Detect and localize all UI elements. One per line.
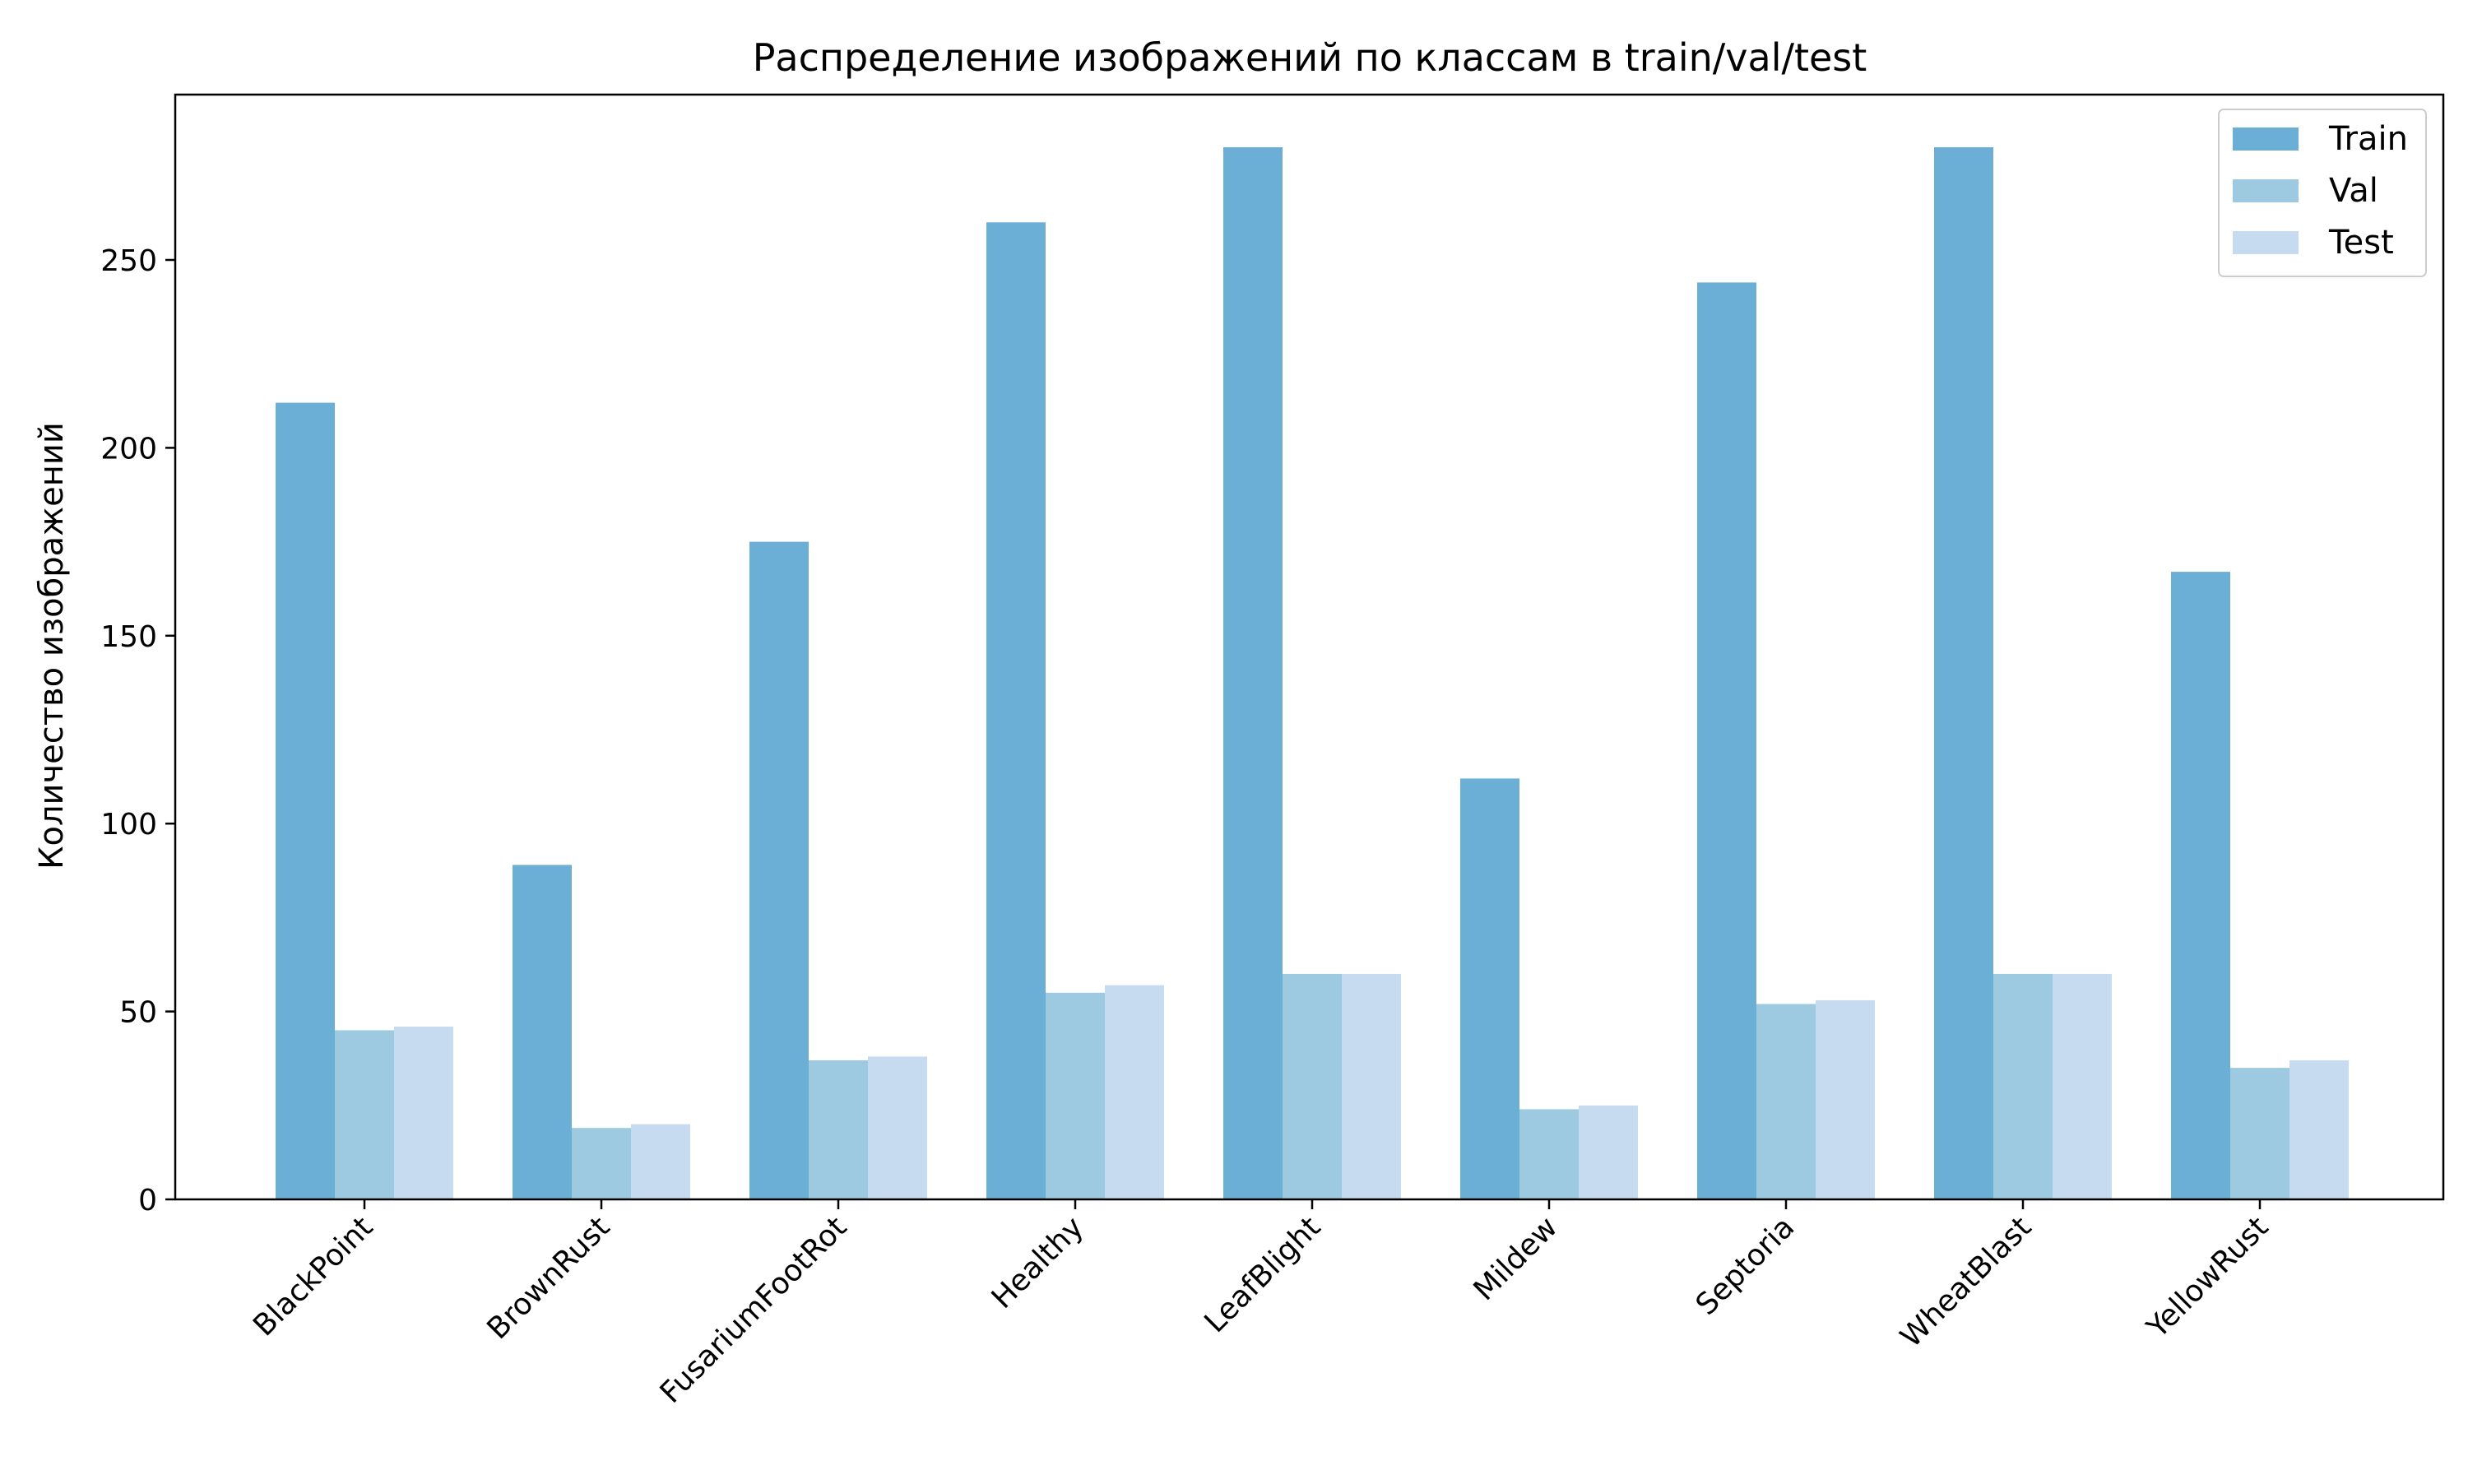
bar-val-wheatblast bbox=[1993, 973, 2053, 1199]
bar-test-wheatblast bbox=[2053, 973, 2112, 1199]
x-tick-label-healthy: Healthy bbox=[986, 1210, 1091, 1315]
y-axis: 0 50 100 150 200 250 bbox=[100, 244, 175, 1217]
y-tick-label: 200 bbox=[100, 432, 157, 466]
legend: Train Val Test bbox=[2218, 109, 2427, 277]
bar-val-septoria bbox=[1756, 1004, 1816, 1199]
x-tick-label-leafblight: LeafBlight bbox=[1199, 1210, 1328, 1339]
x-axis: BlackPoint BrownRust FusariumFootRot Health… bbox=[247, 1199, 2275, 1410]
x-tick-label-fusariumfootrot: FusariumFootRot bbox=[654, 1210, 854, 1410]
x-tick-label-septoria: Septoria bbox=[1690, 1210, 1802, 1322]
bar-test-brownrust bbox=[631, 1124, 690, 1199]
x-tick-label-brownrust: BrownRust bbox=[481, 1210, 617, 1346]
legend-label-test: Test bbox=[2328, 224, 2394, 262]
bar-test-fusariumfootrot bbox=[868, 1056, 927, 1199]
bars-group bbox=[276, 147, 2349, 1200]
bar-val-mildew bbox=[1519, 1109, 1579, 1199]
bar-test-blackpoint bbox=[394, 1026, 453, 1199]
x-tick-label-wheatblast: WheatBlast bbox=[1894, 1210, 2038, 1354]
y-tick-label: 100 bbox=[100, 808, 157, 842]
bar-val-leafblight bbox=[1283, 973, 1342, 1199]
bar-train-healthy bbox=[986, 222, 1046, 1199]
bar-val-brownrust bbox=[572, 1128, 631, 1199]
bar-test-yellowrust bbox=[2289, 1060, 2349, 1199]
bar-train-fusariumfootrot bbox=[749, 541, 809, 1199]
legend-label-val: Val bbox=[2329, 172, 2378, 210]
x-tick-label-blackpoint: BlackPoint bbox=[247, 1210, 379, 1343]
bar-train-wheatblast bbox=[1934, 147, 1993, 1199]
bar-test-healthy bbox=[1105, 985, 1164, 1199]
y-tick-label: 50 bbox=[119, 996, 157, 1030]
bar-train-blackpoint bbox=[276, 402, 335, 1200]
bar-val-blackpoint bbox=[335, 1030, 394, 1199]
bar-train-mildew bbox=[1460, 778, 1519, 1199]
x-tick-label-mildew: Mildew bbox=[1468, 1210, 1565, 1307]
bar-test-leafblight bbox=[1342, 973, 1401, 1199]
bar-val-yellowrust bbox=[2230, 1068, 2289, 1199]
bar-train-brownrust bbox=[513, 865, 572, 1199]
bar-test-septoria bbox=[1816, 999, 1875, 1199]
bar-train-leafblight bbox=[1223, 147, 1283, 1199]
bar-train-yellowrust bbox=[2171, 572, 2230, 1199]
y-tick-label: 150 bbox=[100, 620, 157, 654]
legend-swatch-val bbox=[2233, 179, 2299, 202]
y-tick-label: 0 bbox=[138, 1184, 157, 1217]
legend-swatch-train bbox=[2233, 128, 2299, 151]
plot-frame bbox=[174, 93, 2445, 1201]
y-axis-label: Количество изображений bbox=[33, 422, 71, 870]
chart-title: Распределение изображений по классам в t… bbox=[753, 35, 1867, 80]
y-tick-label: 250 bbox=[100, 244, 157, 278]
bar-test-mildew bbox=[1579, 1105, 1638, 1199]
bar-val-healthy bbox=[1046, 992, 1105, 1199]
legend-swatch-test bbox=[2233, 231, 2299, 254]
bar-val-fusariumfootrot bbox=[809, 1060, 868, 1199]
x-tick-label-yellowrust: YellowRust bbox=[2140, 1210, 2275, 1345]
legend-label-train: Train bbox=[2328, 120, 2408, 158]
bar-train-septoria bbox=[1697, 282, 1756, 1199]
